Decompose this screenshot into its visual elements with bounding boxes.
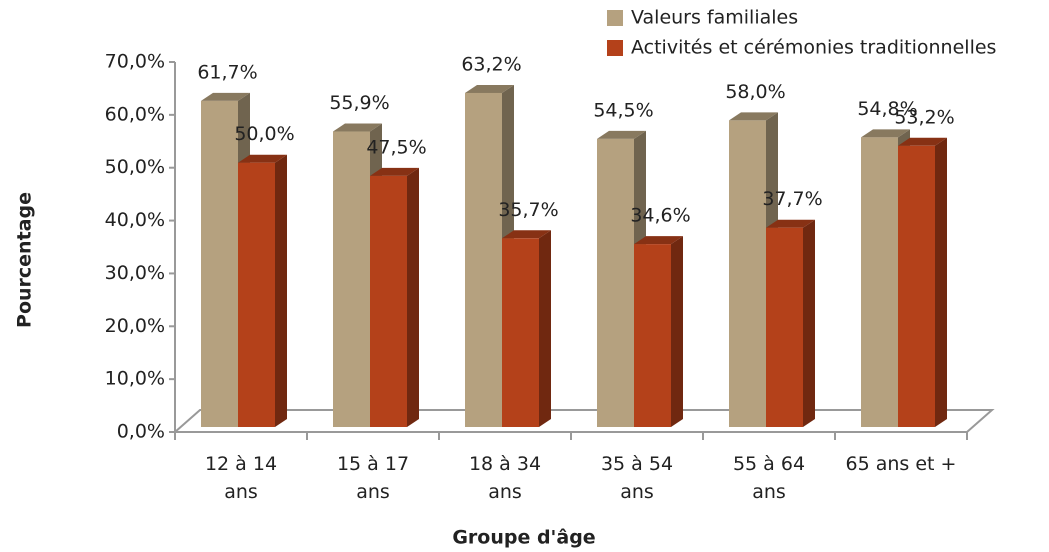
x-tick-label: 12 à 14 ans [204,453,278,503]
bar-top [861,129,910,138]
x-tick-label: 15 à 17 ans [336,453,410,503]
x-axis-title: Groupe d'âge [452,527,595,549]
bar-front [898,145,935,428]
bar-side [671,236,683,427]
bar-top [465,84,514,93]
bar-top [634,236,683,245]
bar-top [597,130,646,139]
data-label: 55,9% [329,92,389,114]
bar-top [201,92,250,101]
bar-side [275,154,287,427]
bar-top [898,137,947,146]
data-label: 47,5% [366,136,426,158]
bar-side [803,219,815,427]
data-label: 50,0% [234,123,294,145]
bar-front [502,238,539,427]
x-tick-label: 35 à 54 ans [600,453,674,503]
y-tick-label: 70,0% [105,51,165,73]
y-tick-label: 20,0% [105,315,165,337]
bar-top [766,219,815,228]
bar-front [597,138,634,427]
x-tick-label: 55 à 64 ans [732,453,806,503]
bar-front [634,244,671,427]
data-label: 35,7% [498,199,558,221]
bar-top [729,112,778,121]
y-tick-label: 0,0% [117,421,165,443]
bar [898,137,947,428]
bar [502,230,551,427]
y-axis-title: Pourcentage [14,192,36,328]
x-tick-label: 18 à 34 ans [468,453,542,503]
data-label: 63,2% [461,53,521,75]
bar-front [465,92,502,427]
bar-front [766,227,803,427]
bar-front [333,131,370,427]
data-label: 61,7% [197,61,257,83]
bar-side [539,230,551,427]
y-tick-label: 50,0% [105,156,165,178]
bar [238,154,287,427]
bar-front [238,162,275,427]
y-tick-label: 30,0% [105,262,165,284]
data-label: 34,6% [630,205,690,227]
bar-top [333,123,382,132]
bar-side [407,167,419,427]
bar-front [370,175,407,427]
data-label: 58,0% [725,81,785,103]
bar-front [861,137,898,428]
data-label: 54,8% [857,98,917,120]
bar-front [201,100,238,427]
legend-swatch [607,40,623,56]
bar [465,84,514,427]
bar [766,219,815,427]
legend-label: Activités et cérémonies traditionnelles [631,37,996,59]
bar-top [238,154,287,163]
x-tick-label: 65 ans et + [845,453,957,475]
data-label: 54,5% [593,99,653,121]
bar [634,236,683,427]
legend-swatch [607,10,623,26]
bar-side [935,137,947,428]
data-label: 37,7% [762,188,822,210]
bar [370,167,419,427]
data-label: 53,2% [894,106,954,128]
legend-label: Valeurs familiales [631,7,798,29]
bar-top [502,230,551,239]
y-tick-label: 10,0% [105,368,165,390]
y-tick-label: 40,0% [105,209,165,231]
bar-front [729,120,766,427]
bar-top [370,167,419,176]
y-tick-label: 60,0% [105,103,165,125]
